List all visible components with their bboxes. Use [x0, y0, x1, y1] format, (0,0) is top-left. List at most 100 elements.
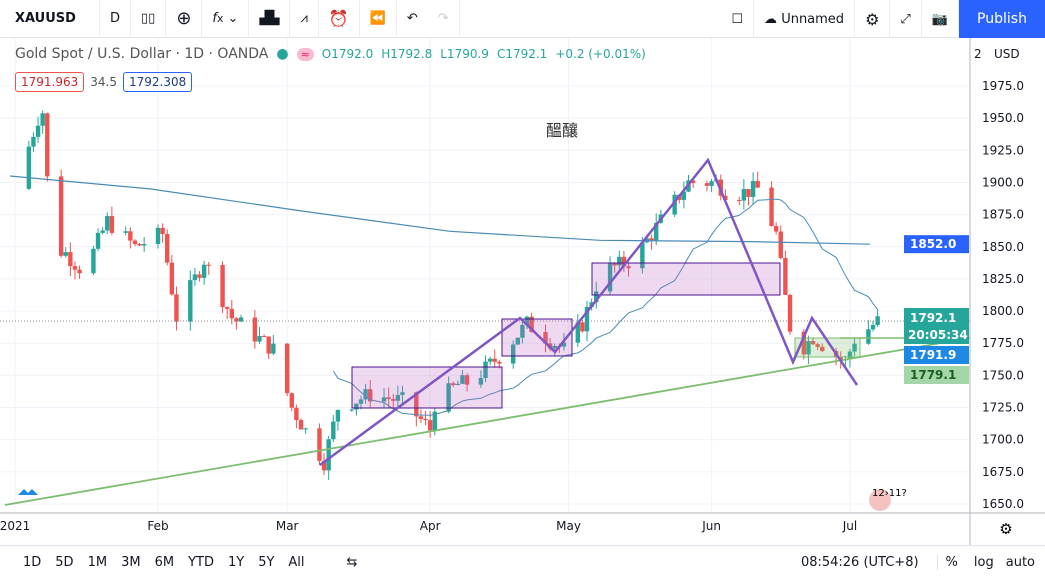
candle — [741, 189, 747, 201]
candle — [427, 420, 433, 431]
indicator-value-2: 34.5 — [90, 75, 117, 89]
candle — [418, 416, 424, 419]
expand-icon[interactable]: ⤢ — [890, 0, 922, 38]
candle — [815, 344, 820, 347]
fullscreen-box-icon[interactable]: ☐ — [721, 0, 755, 38]
interval-button[interactable]: D — [100, 0, 132, 38]
line-tag-bg — [904, 366, 969, 384]
time-tick: Feb — [147, 519, 168, 533]
candle — [478, 378, 484, 385]
candle — [386, 397, 391, 400]
candle — [801, 331, 807, 355]
price-tick: 1925.0 — [982, 143, 1024, 157]
candle — [391, 399, 396, 401]
range-1d[interactable]: 1D — [23, 555, 42, 570]
candle — [31, 136, 36, 147]
zigzag-pattern — [319, 157, 859, 467]
range-5d[interactable]: 5D — [55, 555, 74, 570]
rectangle-drawing — [501, 318, 573, 357]
price-tick: 1700.0 — [982, 433, 1024, 447]
candle — [165, 233, 170, 263]
tradingview-logo-icon — [18, 489, 38, 495]
publish-button[interactable]: Publish — [959, 0, 1045, 38]
price-tick: 1975.0 — [982, 79, 1024, 93]
candle — [335, 410, 341, 422]
candle — [773, 226, 779, 232]
time-tick: Jul — [842, 519, 857, 533]
event-flag-icon — [869, 489, 891, 511]
high-value: H1792.8 — [381, 47, 433, 61]
candle — [617, 256, 622, 266]
candle — [257, 336, 262, 342]
price-chart[interactable]: 醞釀 1975.0 1950.0 1925.0 1900.0 1875.0 1850.0 18… — [0, 38, 1045, 545]
candle — [723, 195, 728, 200]
range-1m[interactable]: 1M — [87, 555, 108, 570]
price-tick: 1725.0 — [982, 401, 1024, 415]
range-all[interactable]: All — [288, 555, 305, 570]
candle — [220, 264, 225, 308]
indicator-value-3: 1792.308 — [122, 72, 193, 92]
candle — [141, 244, 147, 246]
candle — [464, 375, 470, 385]
candle — [40, 113, 45, 126]
indicator-icon[interactable]: ⩘ — [290, 0, 319, 38]
range-1y[interactable]: 1Y — [227, 555, 245, 570]
gear-icon[interactable]: ⚙ — [855, 0, 891, 38]
price-tick: 1775.0 — [982, 336, 1024, 350]
candle — [575, 322, 580, 343]
log-toggle[interactable]: log — [973, 555, 994, 570]
candle — [769, 187, 774, 227]
candle — [132, 240, 138, 244]
candle — [870, 325, 876, 330]
plus-circle-icon[interactable]: ⊕ — [166, 0, 203, 38]
range-ytd[interactable]: YTD — [188, 555, 214, 570]
candle — [451, 383, 456, 386]
replay-icon[interactable]: ⏪ — [360, 0, 397, 38]
candle — [105, 216, 110, 231]
candle — [284, 343, 290, 394]
candle — [626, 266, 631, 269]
time-tick: Apr — [420, 519, 441, 533]
ma-long-tag: 1852.0 — [910, 237, 956, 251]
candles-icon[interactable]: ▯▯ — [131, 0, 167, 38]
candle — [423, 418, 428, 421]
percent-toggle[interactable]: % — [936, 555, 966, 570]
auto-toggle[interactable]: auto — [1005, 555, 1035, 570]
candle — [704, 183, 710, 186]
compare-date-icon[interactable]: ⇆ — [346, 555, 358, 570]
candle — [160, 227, 165, 234]
range-3m[interactable]: 3M — [121, 555, 141, 570]
candle — [100, 230, 105, 233]
camera-icon[interactable]: 📷 — [922, 0, 959, 38]
candle — [266, 336, 271, 354]
layout-name-button[interactable]: ☁ Unnamed — [754, 0, 856, 38]
candle — [271, 343, 276, 354]
clock-time[interactable]: 08:54:26 (UTC+8) — [800, 555, 919, 570]
last-price-tag-bg — [904, 308, 969, 344]
candle — [261, 336, 267, 338]
event-label: 12›11? — [872, 488, 907, 499]
symbol-search[interactable]: XAUUSD — [0, 0, 100, 38]
candle — [838, 356, 843, 360]
candle — [224, 307, 230, 309]
market-icon[interactable]: ≈ — [296, 47, 314, 61]
time-tick: Mar — [276, 519, 299, 533]
alarm-icon[interactable]: ⏰ — [319, 0, 360, 38]
candle — [511, 344, 516, 364]
bar-chart-icon[interactable]: ▟▙ — [249, 0, 291, 38]
ma-long-line — [9, 175, 871, 245]
currency-select[interactable]: USD — [994, 47, 1020, 61]
close-value: C1792.1 — [496, 47, 548, 61]
status-dot: ● — [276, 46, 289, 62]
candle — [787, 294, 793, 332]
candle — [640, 242, 645, 269]
range-5y[interactable]: 5Y — [258, 555, 275, 570]
candle — [206, 264, 211, 266]
undo-icon[interactable]: ↶ — [406, 11, 418, 26]
range-6m[interactable]: 6M — [154, 555, 175, 570]
trend-line — [4, 337, 971, 506]
redo-icon[interactable]: ↷ — [428, 0, 460, 38]
watermark: 醞釀 — [546, 121, 578, 140]
